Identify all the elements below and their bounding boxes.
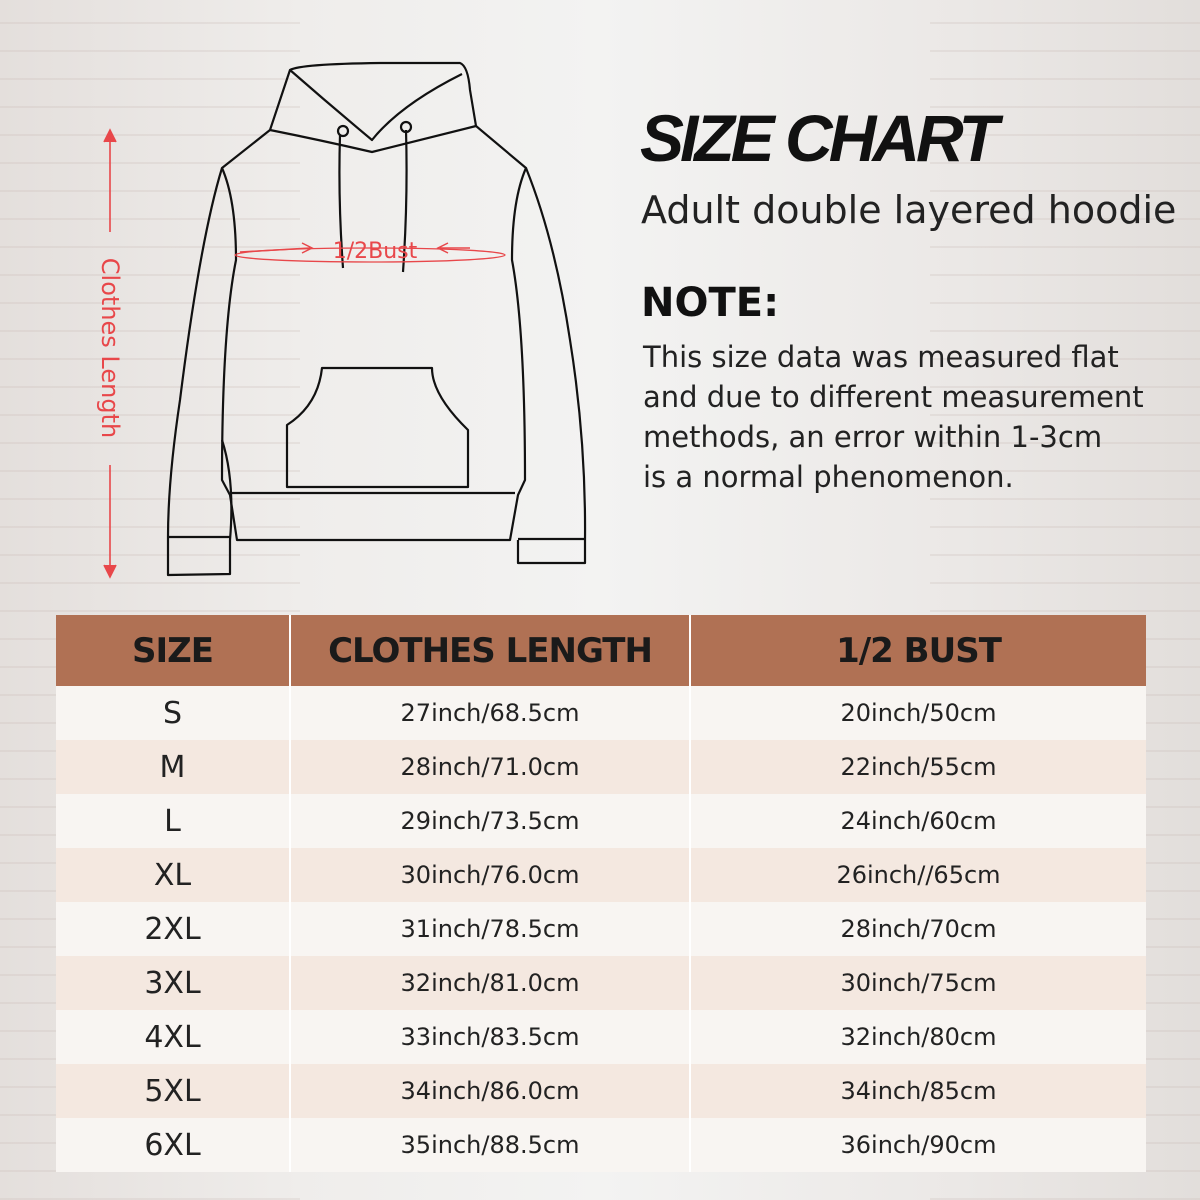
cell-clothes-length: 35inch/88.5cm (289, 1118, 690, 1172)
table-row: 6XL 35inch/88.5cm 36inch/90cm (56, 1118, 1146, 1172)
cell-half-bust: 24inch/60cm (689, 794, 1146, 848)
table-row: 2XL 31inch/78.5cm 28inch/70cm (56, 902, 1146, 956)
cell-clothes-length: 32inch/81.0cm (289, 956, 690, 1010)
table-header: SIZE CLOTHES LENGTH 1/2 BUST (56, 615, 1146, 686)
cell-clothes-length: 34inch/86.0cm (289, 1064, 690, 1118)
note-body: This size data was measured flat and due… (643, 337, 1163, 497)
subtitle: Adult double layered hoodie (641, 188, 1177, 232)
note-line: and due to different measurement (643, 380, 1144, 414)
length-measurement: Clothes Length (96, 128, 124, 579)
length-arrow-icon (103, 128, 117, 579)
page-title: SIZE CHART (640, 101, 999, 175)
cell-clothes-length: 29inch/73.5cm (289, 794, 690, 848)
cell-size: 6XL (56, 1118, 290, 1172)
cell-clothes-length: 30inch/76.0cm (289, 848, 690, 902)
hoodie-outline (166, 61, 587, 577)
cell-size: 3XL (56, 956, 290, 1010)
table-row: S 27inch/68.5cm 20inch/50cm (56, 686, 1146, 740)
header-half-bust: 1/2 BUST (689, 615, 1146, 686)
cell-size: S (56, 686, 290, 740)
table-row: L 29inch/73.5cm 24inch/60cm (56, 794, 1146, 848)
cell-clothes-length: 28inch/71.0cm (289, 740, 690, 794)
cell-half-bust: 30inch/75cm (689, 956, 1146, 1010)
cell-clothes-length: 27inch/68.5cm (289, 686, 690, 740)
cell-size: 2XL (56, 902, 290, 956)
header-size: SIZE (56, 615, 290, 686)
cell-half-bust: 36inch/90cm (689, 1118, 1146, 1172)
length-label: Clothes Length (96, 258, 124, 438)
bust-arrows-icon (239, 242, 470, 254)
table-row: XL 30inch/76.0cm 26inch//65cm (56, 848, 1146, 902)
table-row: 4XL 33inch/83.5cm 32inch/80cm (56, 1010, 1146, 1064)
bust-label: 1/2Bust (333, 239, 418, 264)
cell-half-bust: 34inch/85cm (689, 1064, 1146, 1118)
cell-half-bust: 20inch/50cm (689, 686, 1146, 740)
cell-clothes-length: 33inch/83.5cm (289, 1010, 690, 1064)
cell-size: 5XL (56, 1064, 290, 1118)
cell-size: 4XL (56, 1010, 290, 1064)
cell-half-bust: 32inch/80cm (689, 1010, 1146, 1064)
cell-size: XL (56, 848, 290, 902)
note-line: is a normal phenomenon. (643, 460, 1014, 494)
note-line: This size data was measured flat (643, 340, 1119, 374)
cell-half-bust: 26inch//65cm (689, 848, 1146, 902)
hoodie-diagram: 1/2Bust Clothes Length (96, 61, 587, 579)
bust-ellipse (234, 247, 506, 263)
cell-clothes-length: 31inch/78.5cm (289, 902, 690, 956)
bust-measurement: 1/2Bust (234, 239, 506, 264)
size-table: SIZE CLOTHES LENGTH 1/2 BUST S 27inch/68.… (56, 615, 1146, 1172)
cell-half-bust: 22inch/55cm (689, 740, 1146, 794)
note-line: methods, an error within 1-3cm (643, 420, 1103, 454)
cell-size: L (56, 794, 290, 848)
cell-half-bust: 28inch/70cm (689, 902, 1146, 956)
table-row: 5XL 34inch/86.0cm 34inch/85cm (56, 1064, 1146, 1118)
cell-size: M (56, 740, 290, 794)
note-heading: NOTE: (641, 280, 780, 326)
table-row: M 28inch/71.0cm 22inch/55cm (56, 740, 1146, 794)
table-row: 3XL 32inch/81.0cm 30inch/75cm (56, 956, 1146, 1010)
header-clothes-length: CLOTHES LENGTH (289, 615, 690, 686)
